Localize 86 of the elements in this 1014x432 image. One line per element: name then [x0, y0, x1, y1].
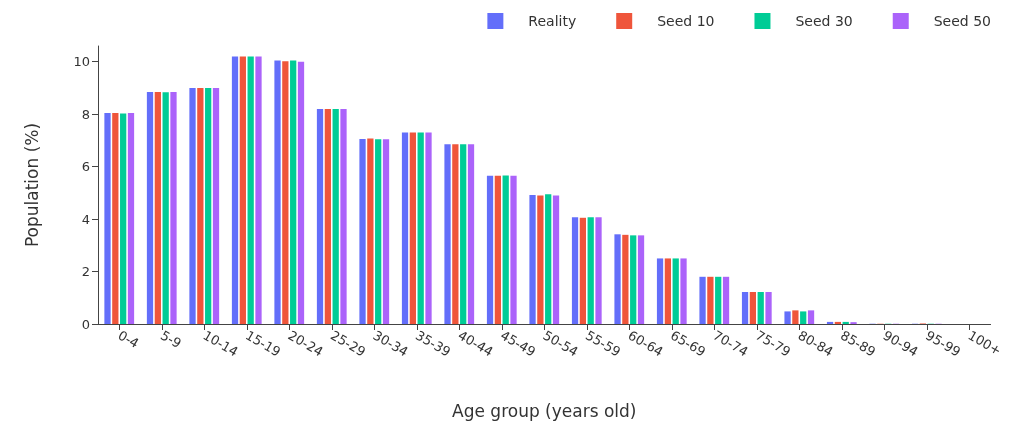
bar: [359, 139, 366, 324]
bar: [120, 113, 127, 324]
y-tick-label: 4: [81, 211, 90, 227]
bar: [571, 217, 579, 324]
legend-label: Seed 50: [933, 13, 991, 29]
bar: [494, 175, 501, 324]
legend-label: Seed 10: [657, 13, 715, 29]
bar: [444, 144, 451, 324]
bar: [757, 292, 764, 324]
x-tick-label: 100+: [965, 327, 1004, 359]
bar: [255, 56, 262, 324]
bar: [672, 258, 679, 324]
bar: [587, 217, 594, 324]
bar: [452, 144, 459, 324]
bar: [529, 194, 536, 324]
bar: [239, 56, 246, 324]
bar: [707, 276, 714, 324]
bar: [842, 321, 849, 324]
bar: [664, 258, 672, 324]
bar: [417, 132, 424, 324]
bar: [630, 235, 637, 324]
x-axis-title: Age group (years old): [452, 400, 637, 421]
bar: [537, 195, 544, 324]
bar: [274, 60, 281, 324]
bar: [189, 87, 196, 324]
bar: [595, 217, 602, 324]
bar: [170, 91, 177, 324]
bar: [715, 276, 722, 324]
bar: [425, 132, 432, 324]
bar: [552, 195, 560, 324]
bar: [162, 92, 169, 324]
bar: [792, 310, 799, 324]
bar: [579, 217, 586, 324]
bar: [784, 311, 791, 324]
bar: [247, 56, 254, 324]
bar: [231, 56, 239, 324]
bar: [807, 310, 815, 324]
bar: [545, 194, 552, 324]
bar: [367, 138, 374, 324]
bar: [154, 91, 161, 324]
bar: [146, 91, 154, 324]
bar: [826, 321, 834, 324]
bar: [197, 87, 204, 324]
bar: [622, 234, 629, 324]
x-tick-label: 5-9: [158, 327, 184, 352]
bar: [104, 112, 111, 324]
bar: [699, 276, 706, 324]
bar: [722, 276, 730, 324]
bar: [741, 292, 749, 324]
bar: [375, 139, 382, 324]
bar: [637, 235, 645, 324]
bar: [282, 61, 289, 324]
legend-label: Reality: [528, 13, 577, 29]
bar: [614, 234, 621, 324]
bar: [297, 61, 305, 324]
x-tick-label: 0-4: [115, 327, 142, 352]
bar: [834, 321, 842, 324]
bar: [460, 144, 467, 324]
y-tick-label: 6: [81, 159, 90, 175]
bar: [401, 132, 409, 324]
y-axis-title: Population (%): [21, 122, 42, 248]
bar: [382, 139, 390, 324]
bar: [340, 108, 347, 324]
bar: [324, 108, 331, 324]
bar: [409, 132, 416, 324]
bar: [749, 292, 757, 324]
bar: [502, 175, 509, 324]
y-tick-label: 2: [81, 264, 90, 280]
bar: [486, 175, 494, 324]
bar: [112, 112, 119, 324]
bar: [467, 144, 475, 324]
bar: [212, 87, 220, 324]
bar: [332, 108, 339, 324]
bar: [127, 112, 135, 324]
bar: [316, 108, 324, 324]
bar: [205, 87, 212, 324]
y-tick-label: 10: [73, 54, 90, 70]
bar: [800, 311, 807, 324]
bar: [290, 60, 297, 324]
legend-label: Seed 30: [795, 13, 853, 29]
bar: [680, 258, 687, 324]
y-tick-label: 8: [81, 106, 90, 122]
bar: [765, 292, 772, 324]
bar: [510, 175, 517, 324]
y-tick-label: 0: [81, 316, 90, 332]
bar: [656, 258, 664, 324]
